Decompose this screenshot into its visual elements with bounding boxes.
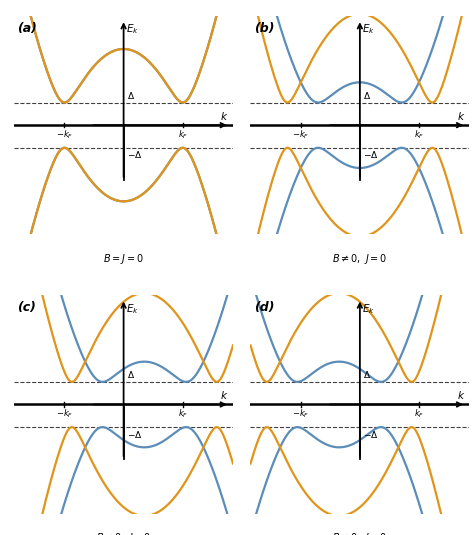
Text: $B\neq0,\ J=0$: $B\neq0,\ J=0$ [332,252,388,266]
Text: $k_F$: $k_F$ [178,408,188,420]
Text: $-\Delta$: $-\Delta$ [127,429,143,440]
Text: $-k_F$: $-k_F$ [56,408,73,420]
Text: $-k_F$: $-k_F$ [292,408,310,420]
Text: $B=J=0$: $B=J=0$ [103,252,144,266]
Text: $k$: $k$ [456,110,465,122]
Text: $E_k$: $E_k$ [126,302,139,316]
Text: $-\Delta$: $-\Delta$ [127,149,143,160]
Text: $B\neq0,\ J>0$: $B\neq0,\ J>0$ [96,531,151,535]
Text: $\Delta$: $\Delta$ [364,369,372,380]
Text: $E_k$: $E_k$ [362,302,375,316]
Text: $k_F$: $k_F$ [414,128,424,141]
Text: $-k_F$: $-k_F$ [292,128,310,141]
Text: $k$: $k$ [456,389,465,401]
Text: $-k_F$: $-k_F$ [56,128,73,141]
Text: $\Delta$: $\Delta$ [127,90,135,101]
Text: $-\Delta$: $-\Delta$ [364,149,379,160]
Text: $k_F$: $k_F$ [414,408,424,420]
Text: $-\Delta$: $-\Delta$ [364,429,379,440]
Text: $k$: $k$ [220,110,228,122]
Text: $\Delta$: $\Delta$ [364,90,372,101]
Text: $B\neq0,\ J<0$: $B\neq0,\ J<0$ [332,531,388,535]
Text: (a): (a) [18,21,37,34]
Text: (d): (d) [254,301,274,314]
Text: $k_F$: $k_F$ [178,128,188,141]
Text: $E_k$: $E_k$ [362,22,375,36]
Text: (b): (b) [254,21,274,34]
Text: $k$: $k$ [220,389,228,401]
Text: $\Delta$: $\Delta$ [127,369,135,380]
Text: (c): (c) [18,301,36,314]
Text: $E_k$: $E_k$ [126,22,139,36]
